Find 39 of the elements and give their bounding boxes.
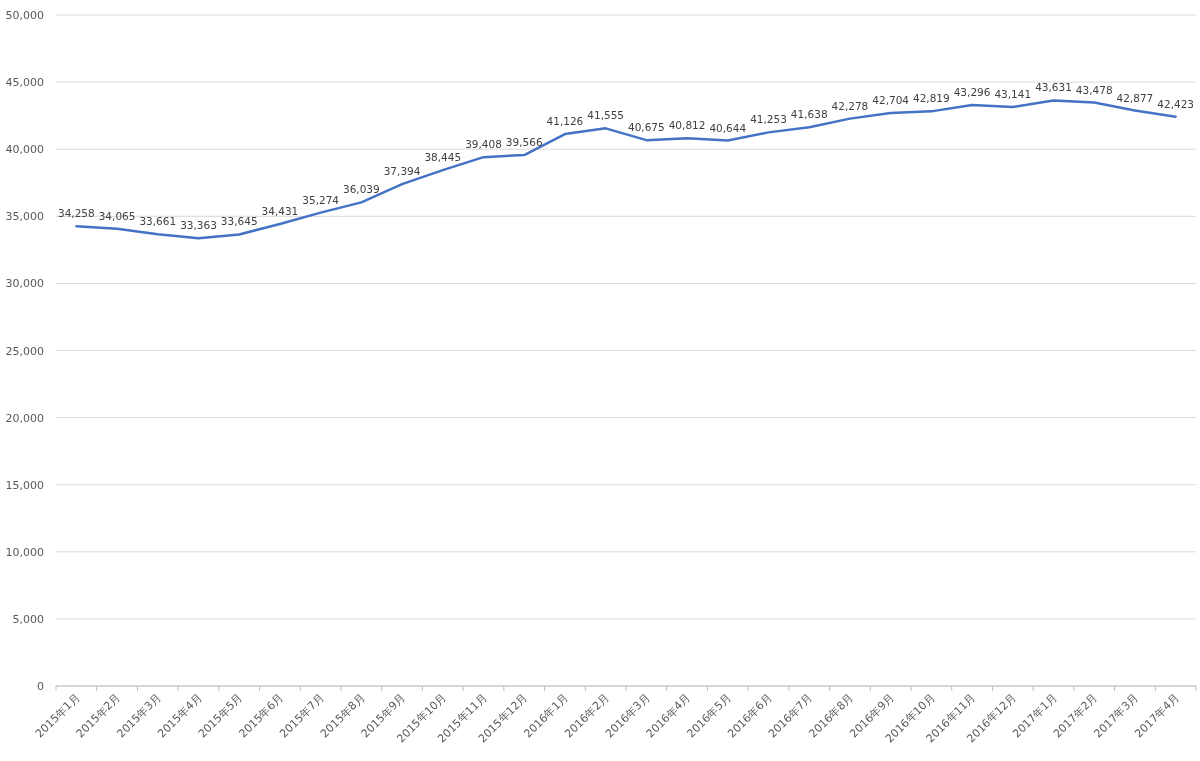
data-label: 40,812 [668, 119, 706, 132]
y-tick-label: 50,000 [5, 9, 44, 22]
data-label: 41,126 [546, 115, 584, 128]
y-tick-label: 45,000 [5, 76, 44, 90]
data-label: 36,039 [342, 183, 380, 196]
data-label: 34,258 [57, 207, 95, 220]
y-tick-label: 0 [37, 680, 44, 693]
data-label: 42,423 [1157, 97, 1195, 110]
data-label: 41,638 [790, 108, 828, 121]
data-label: 39,408 [465, 138, 502, 151]
data-label: 42,278 [831, 99, 869, 112]
data-label: 40,644 [709, 121, 747, 134]
data-label: 34,431 [261, 204, 299, 217]
y-tick-label: 40,000 [5, 143, 44, 157]
data-label: 37,394 [383, 165, 421, 178]
data-label: 42,819 [912, 92, 950, 105]
data-label: 43,631 [1035, 81, 1072, 94]
y-tick-label: 30,000 [5, 277, 44, 291]
data-label: 40,675 [627, 121, 665, 134]
data-label: 41,555 [587, 109, 625, 122]
y-tick-label: 25,000 [5, 344, 44, 358]
y-tick-label: 35,000 [5, 210, 44, 224]
y-tick-label: 20,000 [5, 411, 44, 425]
data-label: 42,877 [1116, 91, 1154, 104]
y-tick-label: 10,000 [5, 545, 44, 559]
data-label: 43,478 [1075, 83, 1113, 96]
y-tick-label: 5,000 [12, 612, 44, 626]
data-label: 33,661 [139, 215, 177, 228]
data-label: 35,274 [302, 193, 340, 206]
data-label: 42,704 [872, 93, 910, 106]
data-label: 38,445 [424, 151, 462, 164]
y-tick-label: 15,000 [5, 478, 44, 492]
data-label: 43,296 [953, 85, 991, 98]
data-label: 43,141 [994, 88, 1032, 101]
data-label: 39,566 [505, 136, 543, 149]
data-label: 33,645 [220, 215, 258, 228]
data-label: 33,363 [180, 219, 217, 232]
data-label: 34,065 [98, 209, 136, 222]
data-label: 41,253 [750, 113, 787, 126]
